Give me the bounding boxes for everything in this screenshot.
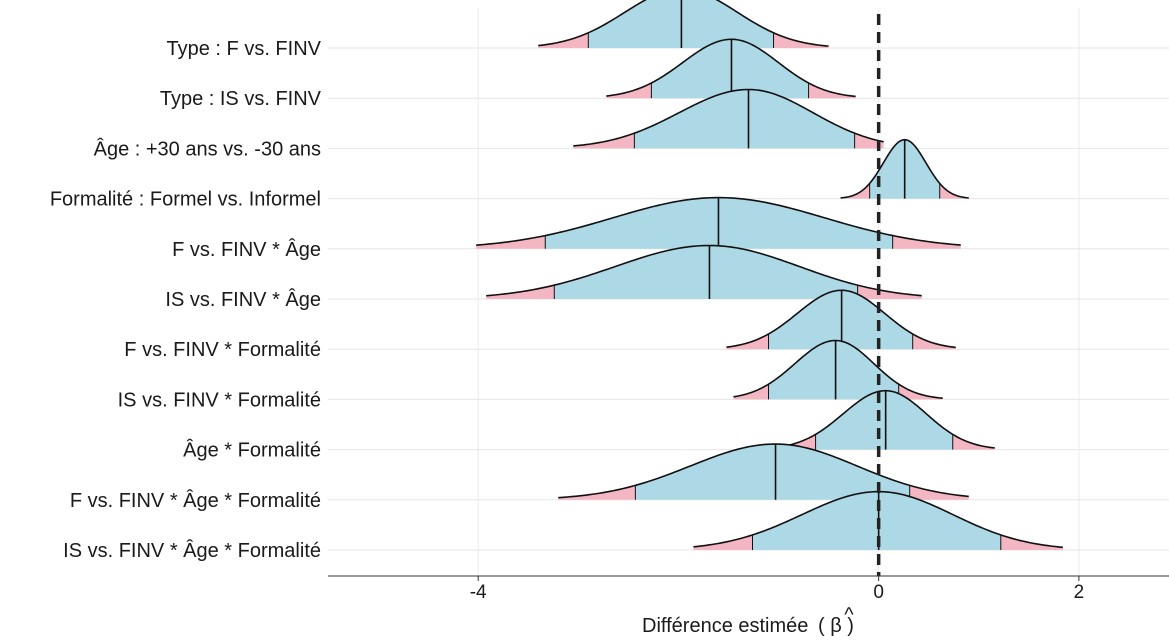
row-label: Type : F vs. FINV: [167, 38, 322, 60]
ridge-6: [486, 244, 922, 299]
row-label: Formalité : Formel vs. Informel: [50, 189, 321, 211]
ridge-left-tail: [693, 534, 753, 550]
x-tick-label: -4: [470, 582, 487, 603]
ridge-5: [476, 196, 961, 249]
ridge-1: [538, 0, 829, 48]
row-labels: Type : F vs. FINV Type : IS vs. FINV Âge :…: [50, 38, 322, 562]
x-axis-title-paren-close: ): [847, 615, 854, 637]
ridge-interval-area: [768, 290, 913, 350]
ridge-7: [726, 289, 956, 350]
x-axis-ticks: -4 0 2: [470, 576, 1084, 603]
ridge-right-tail: [898, 384, 943, 400]
ridge-4: [840, 138, 969, 199]
ridge-3: [573, 88, 884, 149]
x-axis-title-text: Différence estimée: [642, 615, 808, 637]
ridge-8: [733, 339, 943, 400]
ridge-interval-area: [651, 39, 809, 99]
ridge-right-tail: [773, 32, 829, 48]
ridge-2: [606, 38, 856, 99]
row-label: F vs. FINV * Âge * Formalité: [70, 489, 321, 512]
ridge-left-tail: [840, 183, 870, 199]
row-label: IS vs. FINV * Âge: [165, 288, 321, 311]
x-tick-label: 2: [1074, 582, 1085, 603]
row-label: Âge * Formalité: [183, 439, 321, 462]
x-axis-title-paren-open: (: [818, 615, 825, 637]
row-label: F vs. FINV * Âge: [172, 238, 321, 261]
ridge-10: [558, 443, 969, 500]
ridge-interval-area: [634, 89, 855, 149]
ridge-interval-area: [752, 491, 1001, 550]
ridge-interval-area: [815, 390, 953, 450]
ridge-interval-area: [554, 245, 858, 299]
ridge-interval-area: [635, 444, 910, 500]
ridge-outline: [558, 443, 969, 499]
ridge-right-tail: [939, 183, 969, 199]
x-axis-title-symbol: β: [830, 615, 842, 637]
ridges-layer: [476, 0, 1063, 550]
ridge-right-tail: [808, 82, 856, 99]
ridge-left-tail: [726, 333, 769, 350]
x-tick-label: 0: [873, 582, 884, 603]
ridge-right-tail: [952, 434, 995, 450]
x-axis-title: Différence estimée ( β ): [642, 615, 854, 637]
ridge-outline: [573, 88, 884, 147]
row-label: Type : IS vs. FINV: [160, 88, 322, 110]
ridge-outline: [486, 244, 922, 297]
ridge-outline: [538, 0, 829, 47]
x-axis-title-accent: ^: [844, 604, 854, 626]
ridge-right-tail: [854, 133, 884, 149]
ridge-interval-area: [768, 340, 899, 400]
row-label: F vs. FINV * Formalité: [124, 339, 321, 361]
row-label: IS vs. FINV * Formalité: [118, 389, 321, 411]
ridge-right-tail: [912, 333, 956, 350]
row-label: Âge : +30 ans vs. -30 ans: [94, 137, 321, 160]
ridge-left-tail: [558, 485, 636, 500]
row-label: IS vs. FINV * Âge * Formalité: [63, 539, 321, 562]
